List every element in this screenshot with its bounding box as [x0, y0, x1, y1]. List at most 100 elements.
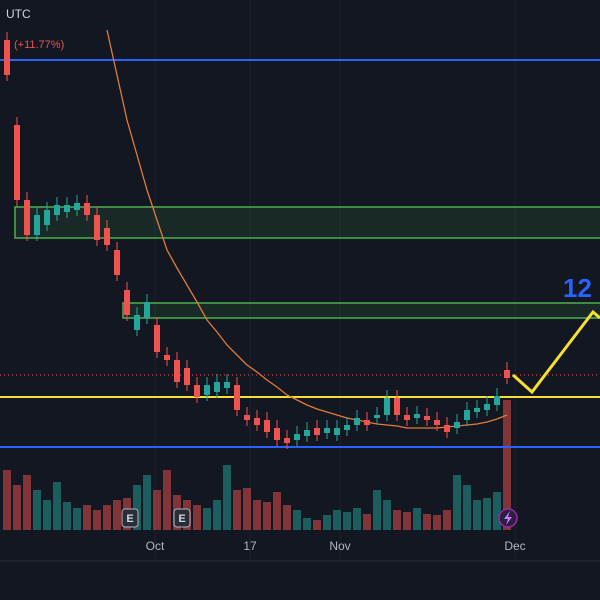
volume-bar	[233, 490, 241, 530]
volume-bar	[13, 485, 21, 530]
zone	[122, 302, 600, 319]
timezone: UTC	[6, 7, 31, 21]
volume-bar	[253, 500, 261, 530]
event-badge	[121, 508, 139, 528]
volume-bar	[203, 508, 211, 530]
zone	[14, 206, 600, 239]
volume-bar	[43, 500, 51, 530]
volume-bar	[413, 508, 421, 530]
candle-body	[4, 40, 10, 75]
volume-bar	[263, 502, 271, 530]
volume-bar	[403, 512, 411, 530]
volume-bar	[143, 475, 151, 530]
volume-bar	[493, 492, 501, 530]
candle-body	[204, 385, 210, 395]
candle-body	[14, 125, 20, 200]
candle-body	[164, 355, 170, 360]
candle-body	[464, 410, 470, 420]
x-tick-label: 17	[243, 539, 257, 553]
candle-body	[64, 205, 70, 212]
candle-body	[104, 228, 110, 245]
volume-bar	[243, 488, 251, 530]
candle-body	[224, 382, 230, 388]
volume-bar	[363, 514, 371, 530]
candle-body	[344, 425, 350, 430]
candle-body	[354, 418, 360, 425]
x-axis: Oct 17 Nov Dec	[146, 539, 526, 553]
volume-bar	[83, 505, 91, 530]
volume-bar	[433, 515, 441, 530]
volume-bar	[293, 510, 301, 530]
x-tick-label: Dec	[504, 539, 525, 553]
volume-bar	[93, 510, 101, 530]
candle-body	[244, 415, 250, 420]
volume-bar	[503, 400, 511, 530]
candle-body	[194, 385, 200, 397]
candle-body	[144, 302, 150, 318]
volume-bar	[53, 482, 61, 530]
candle-body	[184, 368, 190, 385]
candle-body	[254, 418, 260, 425]
candle-body	[174, 360, 180, 382]
candle-body	[274, 428, 280, 440]
candle-body	[474, 408, 480, 412]
volume-bar	[163, 470, 171, 530]
candle-body	[394, 398, 400, 415]
candle-body	[424, 416, 430, 420]
candle-body	[324, 428, 330, 433]
volume-bar	[193, 505, 201, 530]
volume-bar	[353, 508, 361, 530]
candle-body	[334, 428, 340, 435]
volume-bar	[373, 490, 381, 530]
candles	[4, 32, 510, 449]
volume-bar	[383, 500, 391, 530]
candle-body	[74, 203, 80, 210]
event-label: E	[178, 513, 185, 525]
candle-body	[404, 415, 410, 420]
candle-body	[134, 315, 140, 330]
candle-body	[434, 420, 440, 425]
candle-body	[444, 425, 450, 432]
volume-bar	[223, 465, 231, 530]
volume-bar	[283, 505, 291, 530]
volume-bar	[153, 490, 161, 530]
candle-body	[124, 290, 130, 315]
candle-body	[504, 370, 510, 378]
volume-bar	[3, 470, 11, 530]
candle-body	[484, 404, 490, 410]
volume-bar	[103, 505, 111, 530]
volume-bar	[73, 508, 81, 530]
volume-bar	[333, 510, 341, 530]
volume-bar	[23, 475, 31, 530]
candle-body	[94, 215, 100, 240]
volume-bar	[393, 510, 401, 530]
annotation: 12	[563, 273, 592, 303]
grid	[154, 0, 516, 561]
event-label: E	[126, 513, 133, 525]
volume-bar	[33, 490, 41, 530]
volume-bar	[303, 518, 311, 530]
candle-body	[454, 422, 460, 428]
projection	[511, 309, 600, 395]
x-tick-label: Oct	[146, 539, 165, 553]
candle-body	[264, 420, 270, 432]
volume-bar	[133, 485, 141, 530]
candle-body	[214, 382, 220, 392]
candle-body	[364, 420, 370, 425]
volume-bar	[473, 500, 481, 530]
volume-bar	[343, 512, 351, 530]
volume-bar	[273, 492, 281, 530]
candle-body	[114, 250, 120, 275]
ma-line	[106, 29, 508, 429]
volume-bar	[453, 475, 461, 530]
candle-body	[34, 215, 40, 235]
candle-body	[54, 205, 60, 215]
change-label: (+11.77%)	[14, 39, 64, 51]
candle-body	[294, 434, 300, 440]
candle-body	[304, 430, 310, 436]
lightning	[504, 511, 512, 525]
volume-bar	[313, 520, 321, 530]
volume-bar	[213, 500, 221, 530]
